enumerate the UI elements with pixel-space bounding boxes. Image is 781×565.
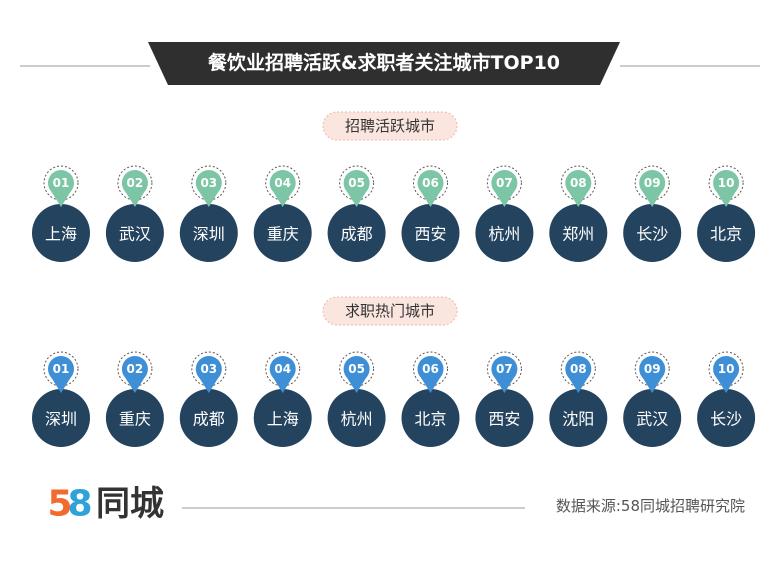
city: 北京 [414, 410, 446, 429]
city-circle [105, 389, 164, 447]
rank-badge [565, 170, 592, 196]
city: 杭州 [488, 225, 520, 244]
city: 深圳 [45, 410, 77, 429]
rank: 03 [200, 176, 217, 190]
rank: 10 [718, 362, 735, 376]
rank-badge [343, 356, 370, 382]
city: 武汉 [636, 410, 668, 429]
rank: 09 [644, 362, 661, 376]
city-circle [253, 389, 312, 447]
rank: 06 [422, 362, 439, 376]
city: 上海 [45, 225, 77, 244]
city: 武汉 [119, 225, 151, 244]
rank-badge [713, 170, 740, 196]
city-circle [32, 389, 90, 447]
city-circle [253, 204, 312, 262]
city-circle [549, 389, 608, 447]
rank: 04 [274, 176, 291, 190]
section-pill [322, 296, 458, 326]
rank: 09 [644, 176, 661, 190]
rank-badge [48, 356, 74, 382]
city-circle [475, 204, 534, 262]
logo-name: 同城 [96, 484, 164, 524]
city: 北京 [710, 225, 742, 244]
rank: 02 [127, 362, 144, 376]
rank: 04 [274, 362, 291, 376]
rank: 10 [718, 176, 735, 190]
rank: 07 [496, 362, 513, 376]
city: 深圳 [193, 225, 225, 244]
rank-badge [195, 170, 222, 196]
rank: 08 [570, 176, 587, 190]
city: 成都 [193, 410, 225, 429]
city: 长沙 [636, 225, 668, 244]
rank-badge [269, 356, 296, 382]
city-circle [697, 389, 756, 447]
city: 长沙 [710, 410, 742, 429]
city: 郑州 [562, 225, 594, 244]
city-circle [32, 204, 90, 262]
city-circle [179, 204, 238, 262]
city: 成都 [341, 225, 373, 244]
city-circle [623, 204, 682, 262]
city-circle [697, 204, 756, 262]
rank-badge [565, 356, 592, 382]
city: 重庆 [267, 225, 299, 244]
city-circle [327, 389, 386, 447]
rank-badge [343, 170, 370, 196]
rank: 01 [53, 176, 70, 190]
city-circle [105, 204, 164, 262]
rank-badge [417, 356, 444, 382]
rank-badge [48, 170, 74, 196]
city-circle [179, 389, 238, 447]
city: 西安 [414, 225, 446, 244]
city: 上海 [267, 410, 299, 429]
rank-badge [269, 170, 296, 196]
city-circle [475, 389, 534, 447]
rank: 05 [348, 362, 365, 376]
logo-digit: 5 [47, 484, 72, 525]
source: 数据来源:58同城招聘研究院 [556, 497, 745, 515]
logo-digit: 8 [67, 484, 92, 525]
title: 餐饮业招聘活跃&求职者关注城市TOP10 [208, 51, 560, 74]
section-pill [322, 111, 458, 141]
city-circle [549, 204, 608, 262]
rank-badge [121, 356, 148, 382]
rank: 08 [570, 362, 587, 376]
city: 西安 [488, 410, 520, 429]
section-label: 求职热门城市 [345, 302, 435, 320]
city: 重庆 [119, 410, 151, 429]
rank: 02 [127, 176, 144, 190]
title-banner [148, 42, 620, 85]
city: 沈阳 [562, 410, 594, 429]
city: 杭州 [341, 410, 373, 429]
rank-badge [417, 170, 444, 196]
rank: 07 [496, 176, 513, 190]
rank: 06 [422, 176, 439, 190]
city-circle [327, 204, 386, 262]
city-circle [623, 389, 682, 447]
rank-badge [639, 356, 666, 382]
rank-badge [713, 356, 740, 382]
rank: 05 [348, 176, 365, 190]
city-circle [401, 204, 460, 262]
rank-badge [195, 356, 222, 382]
rank-badge [491, 356, 518, 382]
rank: 03 [200, 362, 217, 376]
rank-badge [491, 170, 518, 196]
rank: 01 [53, 362, 70, 376]
city-circle [401, 389, 460, 447]
rank-badge [639, 170, 666, 196]
rank-badge [121, 170, 148, 196]
section-label: 招聘活跃城市 [345, 117, 435, 135]
